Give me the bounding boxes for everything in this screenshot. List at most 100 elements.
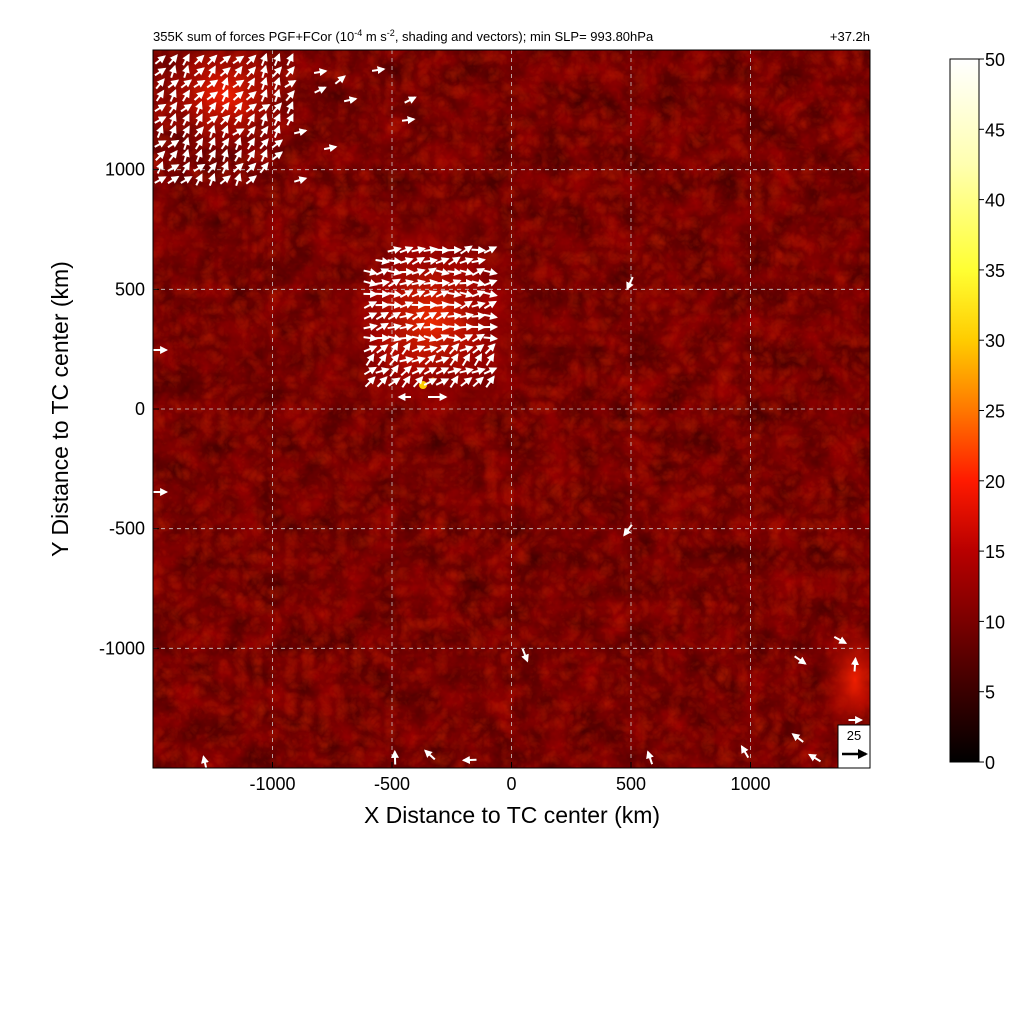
force-vector-arrow [271, 151, 284, 161]
force-vector-arrow [423, 279, 439, 287]
colorbar-tick-label: 25 [985, 402, 1005, 422]
force-vector-arrow [389, 364, 399, 377]
force-vector-arrow [273, 52, 281, 66]
force-vector-arrow [447, 323, 463, 331]
force-vector-arrow [273, 124, 281, 138]
force-vector-arrow [363, 334, 379, 342]
colorbar-tick-label: 35 [985, 261, 1005, 281]
force-vector-arrow [411, 345, 426, 353]
force-vector-arrow [219, 67, 231, 77]
colorbar-tick-label: 20 [985, 472, 1005, 492]
force-vector-arrow [363, 345, 378, 353]
colorbar-tick-label: 15 [985, 542, 1005, 562]
force-vector-arrow [246, 149, 256, 162]
force-vector-arrow [154, 103, 167, 113]
force-vector-arrow [234, 136, 242, 150]
force-vector-arrow [246, 162, 257, 173]
force-vector-arrow [483, 268, 498, 276]
force-vector-arrow [460, 245, 473, 255]
force-vector-arrow [447, 312, 463, 320]
force-vector-arrow [447, 279, 462, 287]
force-vector-arrow [219, 55, 232, 65]
force-vector-arrow [323, 144, 338, 153]
force-vector-arrow [459, 279, 475, 287]
force-vector-arrow [221, 89, 229, 102]
force-vector-arrow [193, 54, 205, 65]
force-vector-arrow [182, 89, 190, 102]
force-vector-arrow [220, 137, 230, 150]
force-vector-arrow [376, 376, 388, 388]
force-vector-arrow [485, 353, 495, 367]
colorbar-ticks: 0 5 10 15 20 25 30 35 40 45 50 [979, 50, 1005, 773]
force-vector-arrow [521, 648, 529, 663]
force-vector-arrow [363, 366, 377, 376]
force-vector-arrow [447, 301, 463, 310]
force-vector-arrow [182, 161, 190, 174]
force-vector-arrow [401, 342, 411, 355]
force-vector-arrow [260, 112, 268, 127]
force-vector-arrow [833, 636, 848, 644]
force-vector-arrow [483, 246, 498, 254]
force-vector-arrow [459, 268, 474, 276]
force-vector-arrow [449, 375, 459, 388]
x-axis-ticks: -1000 -500 0 500 1000 [249, 762, 771, 794]
force-vector-arrow [447, 268, 463, 276]
force-vector-arrow [646, 750, 654, 765]
force-vector-arrow [180, 103, 193, 113]
force-vector-arrow [364, 376, 376, 388]
force-vector-arrow [448, 343, 460, 355]
force-vector-arrow [435, 356, 450, 364]
force-vector-arrow [232, 55, 245, 65]
force-vector-arrow [167, 164, 180, 172]
force-vector-arrow [447, 367, 462, 375]
force-vector-arrow [461, 756, 477, 765]
force-vector-arrow [259, 161, 269, 174]
force-vector-arrow [194, 137, 204, 150]
force-vector-arrow [459, 290, 474, 298]
force-vector-arrow [399, 323, 414, 331]
force-vector-arrow [169, 64, 177, 79]
force-vector-arrow [365, 353, 375, 367]
force-vector-arrow [399, 356, 414, 364]
force-vector-arrow [182, 148, 190, 163]
colorbar [949, 58, 980, 763]
force-vector-arrow [260, 52, 268, 66]
force-vector-arrow [258, 104, 271, 112]
force-vector-arrow [208, 172, 216, 186]
force-vector-arrow [459, 345, 474, 353]
force-vector-arrow [260, 149, 268, 162]
force-vector-arrow [245, 103, 258, 113]
force-vector-arrow [234, 149, 242, 162]
force-vector-arrow [471, 290, 486, 298]
force-vector-arrow [155, 89, 165, 102]
force-vector-arrow [246, 54, 257, 65]
force-vector-arrow [167, 175, 180, 185]
force-vector-arrow [411, 268, 426, 276]
force-vector-arrow [246, 126, 256, 138]
force-vector-arrow [169, 125, 177, 138]
force-vector-arrow [293, 128, 308, 136]
force-vector-arrow [435, 367, 450, 375]
x-tick-label: -500 [374, 774, 410, 794]
force-vector-arrow [851, 656, 859, 672]
force-vector-arrow [245, 175, 257, 185]
force-vector-arrow [411, 367, 426, 375]
force-vector-arrow [207, 54, 218, 65]
force-vector-arrow [794, 655, 807, 665]
force-vector-arrow [284, 80, 297, 88]
force-vector-arrow [371, 66, 386, 75]
force-vector-arrow [168, 54, 178, 66]
x-tick-label: 0 [506, 774, 516, 794]
force-vector-arrow [423, 345, 438, 353]
force-vector-arrow [399, 279, 414, 287]
force-vector-arrow [387, 301, 403, 309]
force-vector-arrow [459, 367, 474, 375]
force-vector-arrow [791, 733, 804, 743]
force-vector-arrow [156, 124, 164, 138]
chart-title: 355K sum of forces PGF+FCor (10-4 m s-2,… [153, 28, 654, 44]
force-vector-arrow [155, 150, 166, 161]
y-tick-label: -1000 [99, 638, 145, 658]
force-vector-arrow [194, 126, 204, 138]
x-tick-label: 500 [616, 774, 646, 794]
